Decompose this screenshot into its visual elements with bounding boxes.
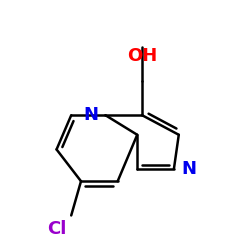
Text: Cl: Cl (47, 220, 66, 238)
Text: N: N (181, 160, 196, 178)
Text: N: N (83, 106, 98, 124)
Text: OH: OH (127, 47, 157, 65)
